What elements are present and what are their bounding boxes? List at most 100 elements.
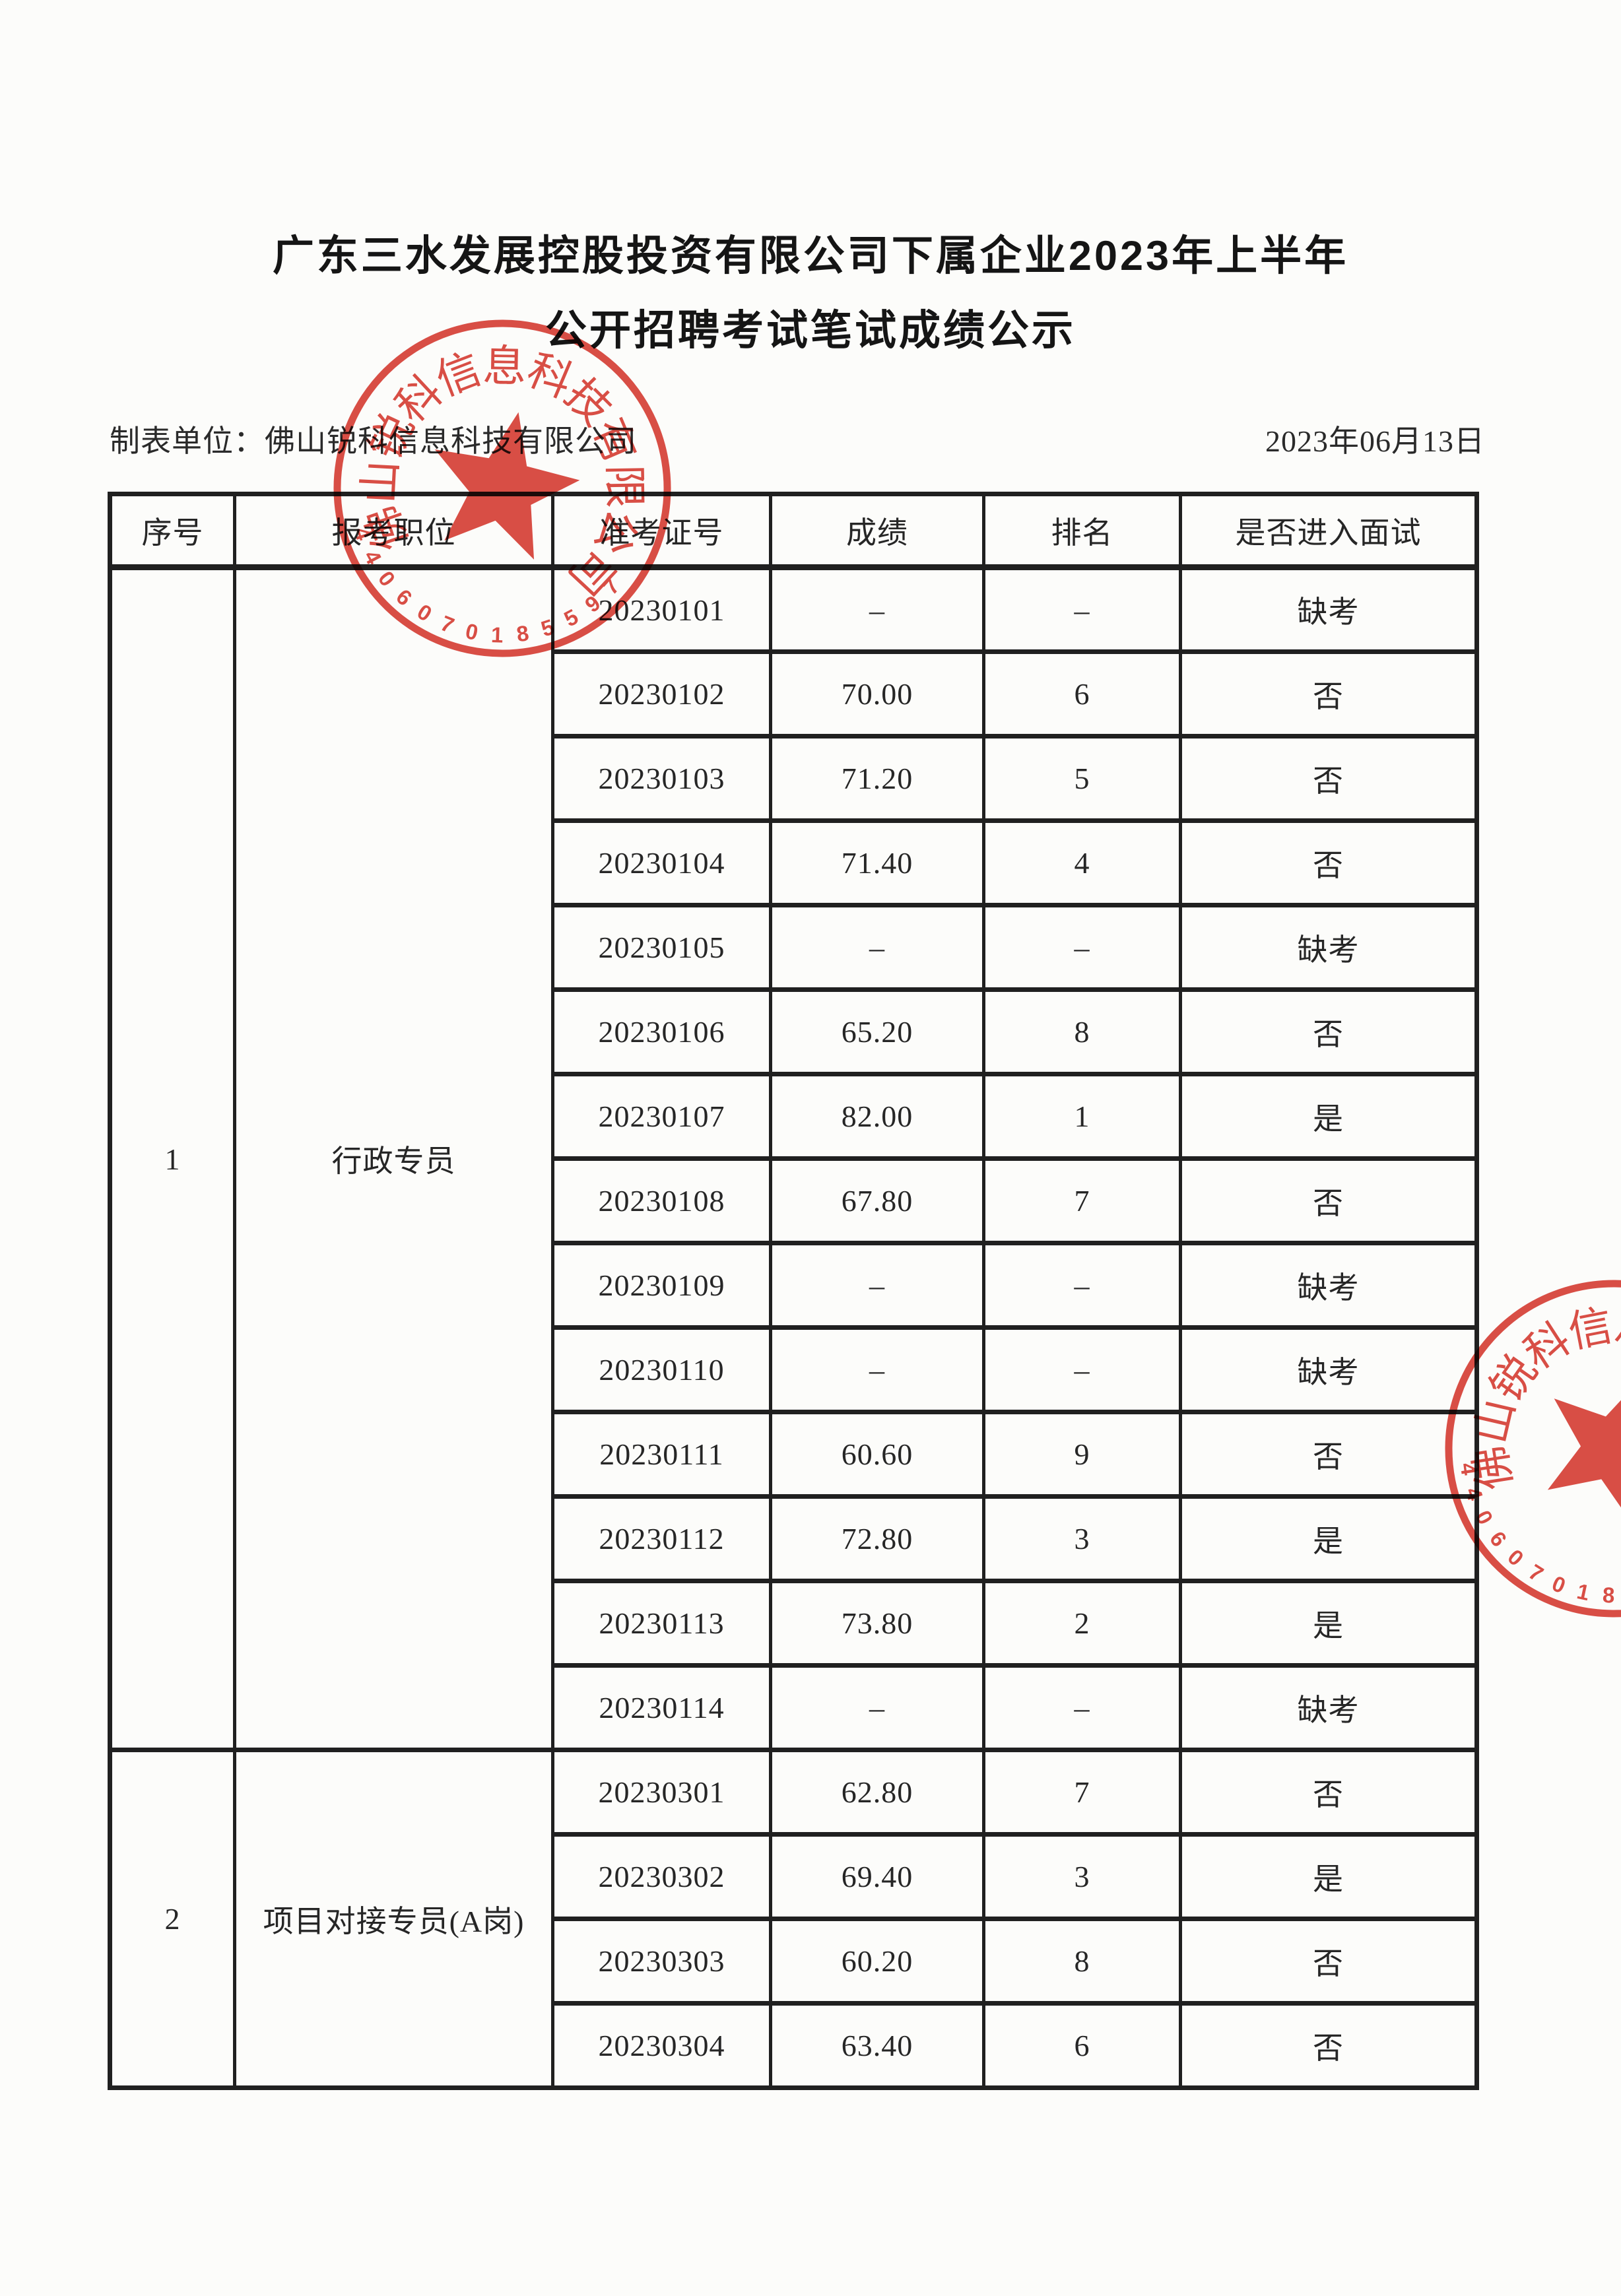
interview-cell: 否 [1179, 1410, 1478, 1499]
svg-text:0: 0 [1548, 1571, 1569, 1598]
table-row: 20230304 63.40 6 否 [110, 2001, 1478, 2090]
interview-cell: 否 [1179, 987, 1478, 1076]
score-table: 序号 报考职位 准考证号 成绩 排名 是否进入面试 1 行政专员 2023010… [108, 492, 1479, 2090]
table-row: 20230113 73.80 2 是 [110, 1579, 1478, 1668]
rank-cell: 6 [982, 2001, 1182, 2090]
admission-no-cell: 20230107 [551, 1072, 772, 1161]
col-header-interview: 是否进入面试 [1179, 492, 1478, 570]
score-cell: 71.20 [769, 734, 985, 823]
interview-cell: 缺考 [1179, 903, 1478, 992]
score-cell: – [769, 1663, 985, 1752]
score-cell: – [769, 903, 985, 992]
score-cell: – [769, 1241, 985, 1330]
table-row: 20230303 60.20 8 否 [110, 1917, 1478, 2006]
admission-no-cell: 20230104 [551, 818, 772, 907]
admission-no-cell: 20230105 [551, 903, 772, 992]
svg-text:息: 息 [1611, 1301, 1621, 1357]
admission-no-cell: 20230110 [551, 1325, 772, 1414]
interview-cell: 否 [1179, 2001, 1478, 2090]
score-cell: 60.60 [769, 1410, 985, 1499]
admission-no-cell: 20230109 [551, 1241, 772, 1330]
rank-cell: 6 [982, 649, 1182, 738]
rank-cell: 3 [982, 1832, 1182, 1921]
rank-cell: 5 [982, 734, 1182, 823]
seal-star-icon [1547, 1376, 1621, 1525]
interview-cell: 是 [1179, 1832, 1478, 1921]
admission-no-cell: 20230112 [551, 1494, 772, 1583]
meta-row: 制表单位：佛山锐科信息科技有限公司 2023年06月13日 [110, 421, 1485, 462]
table-row: 20230110 – – 缺考 [110, 1325, 1478, 1414]
score-cell: 70.00 [769, 649, 985, 738]
table-row: 20230112 72.80 3 是 [110, 1494, 1478, 1583]
interview-cell: 缺考 [1179, 1241, 1478, 1330]
interview-cell: 是 [1179, 1072, 1478, 1161]
interview-cell: 是 [1179, 1494, 1478, 1583]
svg-text:0: 0 [1503, 1544, 1528, 1571]
rank-cell: 1 [982, 1072, 1182, 1161]
admission-no-cell: 20230114 [551, 1663, 772, 1752]
score-cell: 72.80 [769, 1494, 985, 1583]
score-cell: 73.80 [769, 1579, 985, 1668]
table-row: 20230102 70.00 6 否 [110, 649, 1478, 738]
col-header-position: 报考职位 [233, 492, 554, 570]
rank-cell: – [982, 903, 1182, 992]
header-row: 序号 报考职位 准考证号 成绩 排名 是否进入面试 [108, 492, 1478, 570]
score-cell: 63.40 [769, 2001, 985, 2090]
score-cell: 69.40 [769, 1832, 985, 1921]
svg-text:6: 6 [1485, 1526, 1511, 1551]
score-cell: 82.00 [769, 1072, 985, 1161]
document-title-line1: 广东三水发展控股投资有限公司下属企业2023年上半年 [272, 233, 1349, 279]
score-cell: 62.80 [769, 1748, 985, 1837]
rank-cell: 7 [982, 1156, 1182, 1245]
rank-cell: – [982, 565, 1182, 654]
table-row: 20230105 – – 缺考 [110, 903, 1478, 992]
rank-cell: 7 [982, 1748, 1182, 1837]
interview-cell: 否 [1179, 818, 1478, 907]
admission-no-cell: 20230111 [551, 1410, 772, 1499]
admission-no-cell: 20230302 [551, 1832, 772, 1921]
table-row: 20230106 65.20 8 否 [110, 987, 1478, 1076]
group-position: 项目对接专员(A岗) [233, 1748, 554, 2090]
admission-no-cell: 20230108 [551, 1156, 772, 1245]
interview-cell: 否 [1179, 649, 1478, 738]
score-cell: 67.80 [769, 1156, 985, 1245]
admission-no-cell: 20230103 [551, 734, 772, 823]
score-cell: 60.20 [769, 1917, 985, 2006]
col-header-rank: 排名 [982, 492, 1182, 570]
prepared-by-label: 制表单位：佛山锐科信息科技有限公司 [110, 424, 637, 458]
table-row: 2 项目对接专员(A岗) 20230301 62.80 7 否 [108, 1748, 1478, 2090]
table-row: 20230107 82.00 1 是 [110, 1072, 1478, 1161]
score-cell: – [769, 565, 985, 654]
table-row: 20230103 71.20 5 否 [110, 734, 1478, 823]
interview-cell: 是 [1179, 1579, 1478, 1668]
group-serial-no: 2 [108, 1748, 236, 2090]
interview-cell: 缺考 [1179, 1663, 1478, 1752]
rank-cell: – [982, 1241, 1182, 1330]
svg-text:8: 8 [1602, 1583, 1615, 1608]
table-row: 20230104 71.40 4 否 [110, 818, 1478, 907]
table-row: 20230108 67.80 7 否 [110, 1156, 1478, 1245]
interview-cell: 缺考 [1179, 1325, 1478, 1414]
admission-no-cell: 20230301 [551, 1748, 772, 1837]
admission-no-cell: 20230106 [551, 987, 772, 1076]
col-header-admission-no: 准考证号 [551, 492, 772, 570]
admission-no-cell: 20230303 [551, 1917, 772, 2006]
rank-cell: 8 [982, 1917, 1182, 2006]
col-header-score: 成绩 [769, 492, 985, 570]
rank-cell: – [982, 1663, 1182, 1752]
table-row: 1 行政专员 20230101 – – 缺考 [108, 565, 1478, 1752]
table-row: 20230111 60.60 9 否 [110, 1410, 1478, 1499]
rank-cell: – [982, 1325, 1182, 1414]
document-title-line2: 公开招聘考试笔试成绩公示 [545, 308, 1076, 354]
table-row: 20230114 – – 缺考 [110, 1663, 1478, 1752]
admission-no-cell: 20230113 [551, 1579, 772, 1668]
admission-no-cell: 20230102 [551, 649, 772, 738]
svg-text:7: 7 [1525, 1559, 1548, 1587]
interview-cell: 否 [1179, 734, 1478, 823]
score-cell: 71.40 [769, 818, 985, 907]
svg-text:锐: 锐 [1482, 1347, 1546, 1410]
interview-cell: 否 [1179, 1748, 1478, 1837]
svg-text:科: 科 [1516, 1315, 1579, 1379]
table-row: 20230109 – – 缺考 [110, 1241, 1478, 1330]
rank-cell: 9 [982, 1410, 1182, 1499]
